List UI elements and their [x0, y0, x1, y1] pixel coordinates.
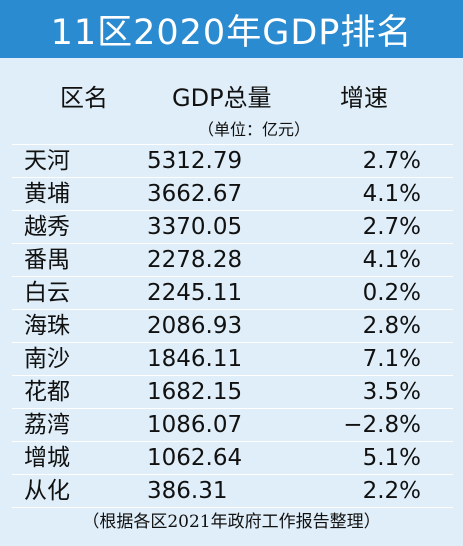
header-district: 区名	[60, 84, 108, 112]
gdp-value: 1846.11	[147, 346, 243, 372]
gdp-value: 1062.64	[147, 445, 243, 471]
page-title: 11区2020年GDP排名	[50, 12, 413, 53]
table-row: 白云 2245.11 0.2%	[12, 277, 453, 310]
growth-value: 2.7%	[362, 148, 421, 174]
gdp-value: 2086.93	[147, 313, 243, 339]
table-row: 天河 5312.79 2.7%	[12, 144, 453, 178]
title-banner: 11区2020年GDP排名	[0, 0, 463, 58]
gdp-value: 3370.05	[147, 214, 243, 240]
growth-value: 7.1%	[362, 346, 421, 372]
gdp-value: 1086.07	[147, 412, 243, 438]
district-name: 荔湾	[24, 412, 70, 438]
gdp-value: 3662.67	[147, 181, 243, 207]
gdp-value: 2278.28	[147, 247, 243, 273]
table-row: 番禺 2278.28 4.1%	[12, 244, 453, 277]
gdp-value: 386.31	[147, 478, 228, 504]
header-growth: 增速	[340, 84, 388, 112]
gdp-table: 天河 5312.79 2.7% 黄埔 3662.67 4.1% 越秀 3370.…	[12, 144, 453, 508]
growth-value: 2.8%	[362, 313, 421, 339]
district-name: 越秀	[24, 214, 70, 240]
district-name: 增城	[24, 445, 70, 471]
district-name: 白云	[24, 280, 70, 306]
unit-note: （单位：亿元）	[198, 120, 311, 139]
gdp-value: 1682.15	[147, 379, 243, 405]
district-name: 花都	[24, 379, 70, 405]
growth-value: 4.1%	[362, 247, 421, 273]
gdp-value: 5312.79	[147, 148, 243, 174]
district-name: 番禺	[24, 247, 70, 273]
table-row: 荔湾 1086.07 −2.8%	[12, 409, 453, 442]
growth-value: −2.8%	[343, 412, 421, 438]
table-row: 海珠 2086.93 2.8%	[12, 310, 453, 343]
table-row: 增城 1062.64 5.1%	[12, 442, 453, 475]
table-row: 从化 386.31 2.2%	[12, 475, 453, 508]
table-row: 花都 1682.15 3.5%	[12, 376, 453, 409]
growth-value: 0.2%	[362, 280, 421, 306]
growth-value: 5.1%	[362, 445, 421, 471]
district-name: 黄埔	[24, 181, 70, 207]
table-row: 南沙 1846.11 7.1%	[12, 343, 453, 376]
header-gdp: GDP总量	[172, 84, 272, 112]
district-name: 海珠	[24, 313, 70, 339]
table-row: 黄埔 3662.67 4.1%	[12, 178, 453, 211]
gdp-value: 2245.11	[147, 280, 243, 306]
district-name: 南沙	[24, 346, 70, 372]
source-footnote: （根据各区2021年政府工作报告整理）	[82, 512, 381, 532]
growth-value: 4.1%	[362, 181, 421, 207]
growth-value: 3.5%	[362, 379, 421, 405]
district-name: 从化	[24, 478, 70, 504]
table-header: 区名 GDP总量 增速	[0, 78, 463, 114]
growth-value: 2.2%	[362, 478, 421, 504]
growth-value: 2.7%	[362, 214, 421, 240]
district-name: 天河	[24, 148, 70, 174]
table-row: 越秀 3370.05 2.7%	[12, 211, 453, 244]
